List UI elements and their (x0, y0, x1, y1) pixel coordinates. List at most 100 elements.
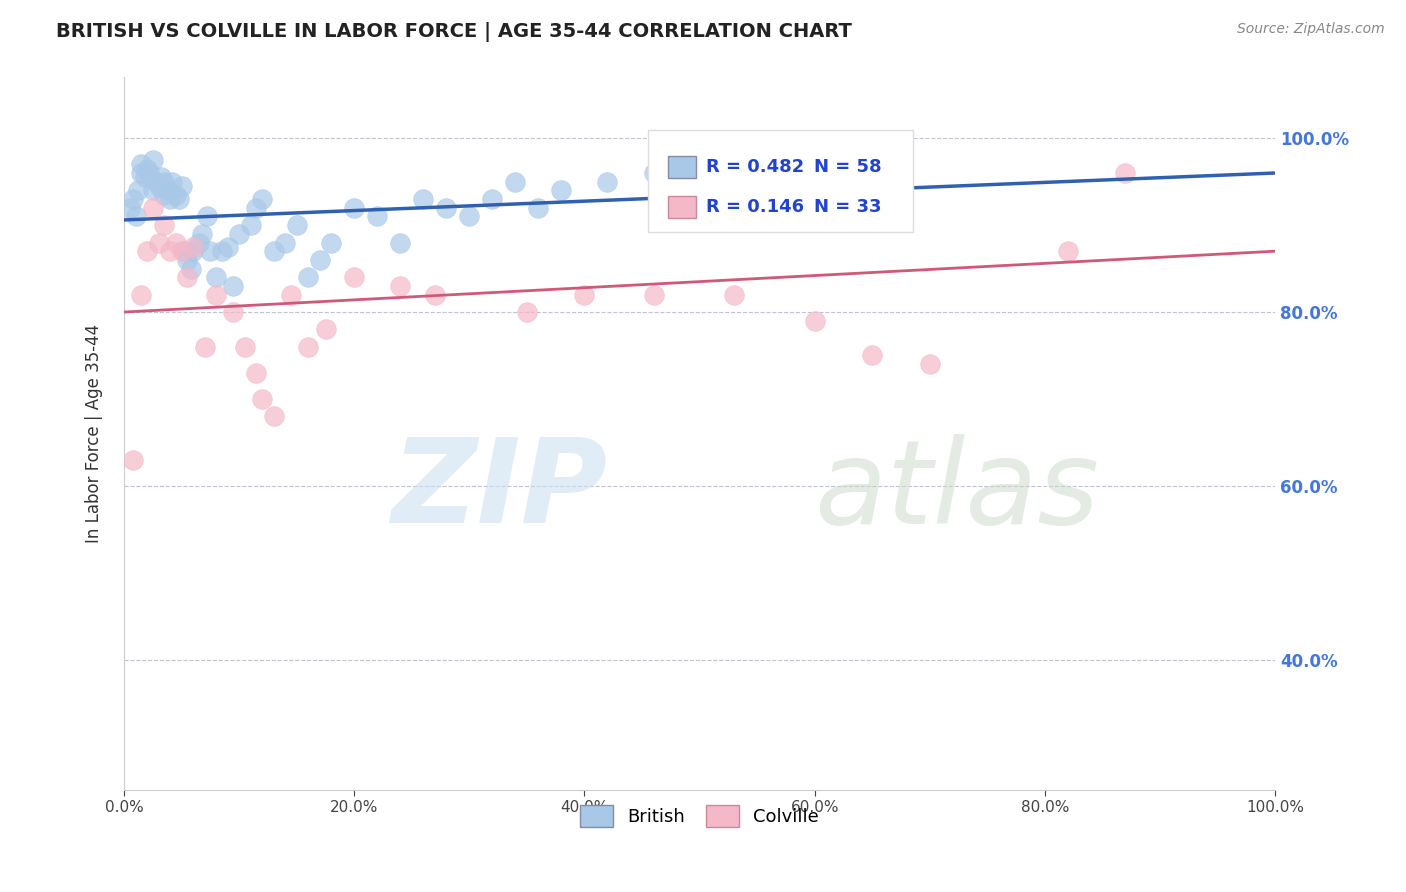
Point (173, 244, 195, 259)
Point (156, 183, 179, 197)
Point (180, 261, 202, 276)
Point (165, 235, 187, 250)
Point (165, 187, 187, 202)
Point (191, 227, 214, 241)
Point (366, 210, 388, 224)
Point (153, 218, 176, 232)
Point (159, 192, 181, 206)
Point (159, 244, 181, 259)
Point (148, 235, 170, 250)
Point (245, 201, 267, 215)
Text: ZIP: ZIP (391, 434, 607, 549)
Text: Source: ZipAtlas.com: Source: ZipAtlas.com (1237, 22, 1385, 37)
Point (170, 179, 193, 194)
Text: R = 0.146: R = 0.146 (706, 198, 804, 216)
Point (142, 201, 165, 215)
Point (481, 192, 503, 206)
Point (142, 183, 165, 197)
Point (136, 161, 159, 176)
Point (505, 175, 527, 189)
Point (280, 287, 302, 301)
Point (162, 175, 184, 189)
Point (252, 192, 274, 206)
Y-axis label: In Labor Force | Age 35-44: In Labor Force | Age 35-44 (86, 324, 103, 543)
Point (343, 270, 366, 285)
Point (860, 349, 883, 363)
Point (643, 287, 665, 301)
Point (205, 287, 228, 301)
Point (169, 192, 191, 206)
Point (689, 157, 711, 171)
Text: atlas: atlas (814, 434, 1099, 548)
Point (734, 153, 756, 167)
Point (176, 252, 198, 267)
Point (211, 244, 233, 259)
Point (550, 183, 572, 197)
Point (434, 201, 457, 215)
Point (145, 175, 167, 189)
Point (643, 166, 665, 180)
Point (142, 153, 165, 167)
Text: R = 0.482: R = 0.482 (706, 158, 804, 176)
Point (131, 157, 153, 171)
Point (187, 235, 209, 250)
Point (1056, 244, 1078, 259)
Point (285, 218, 308, 232)
Point (321, 235, 343, 250)
Point (148, 179, 170, 194)
Point (217, 240, 239, 254)
Point (297, 340, 319, 354)
Point (423, 287, 446, 301)
Point (574, 287, 596, 301)
Point (149, 170, 172, 185)
Point (527, 201, 550, 215)
Point (153, 175, 176, 189)
Point (118, 201, 141, 215)
Point (153, 187, 176, 202)
Point (263, 409, 285, 424)
Point (127, 183, 149, 197)
Point (131, 287, 153, 301)
Point (122, 452, 145, 467)
Point (138, 166, 160, 180)
Point (343, 201, 366, 215)
Text: BRITISH VS COLVILLE IN LABOR FORCE | AGE 35-44 CORRELATION CHART: BRITISH VS COLVILLE IN LABOR FORCE | AGE… (56, 22, 852, 42)
Point (308, 252, 330, 267)
Point (134, 170, 156, 185)
Text: N = 33: N = 33 (814, 198, 882, 216)
Point (170, 244, 193, 259)
Point (195, 210, 218, 224)
Point (803, 314, 825, 328)
Point (131, 166, 153, 180)
Point (412, 192, 434, 206)
Point (194, 340, 217, 354)
Point (205, 270, 228, 285)
Point (233, 340, 256, 354)
Point (274, 235, 297, 250)
Point (723, 287, 745, 301)
Point (458, 210, 481, 224)
Text: N = 58: N = 58 (814, 158, 882, 176)
Point (389, 235, 412, 250)
Point (315, 322, 337, 336)
Point (596, 175, 619, 189)
Legend: British, Colville: British, Colville (572, 797, 827, 834)
Point (263, 244, 285, 259)
Point (222, 279, 245, 293)
Point (228, 227, 250, 241)
Point (181, 240, 204, 254)
Point (516, 305, 538, 319)
Point (136, 244, 159, 259)
Point (200, 244, 222, 259)
Point (122, 192, 145, 206)
Point (297, 270, 319, 285)
Point (918, 357, 941, 371)
Point (222, 305, 245, 319)
Point (124, 210, 146, 224)
Point (389, 279, 412, 293)
Point (252, 392, 274, 406)
Point (181, 244, 204, 259)
Point (1114, 166, 1136, 180)
Point (176, 270, 198, 285)
Point (245, 366, 267, 380)
